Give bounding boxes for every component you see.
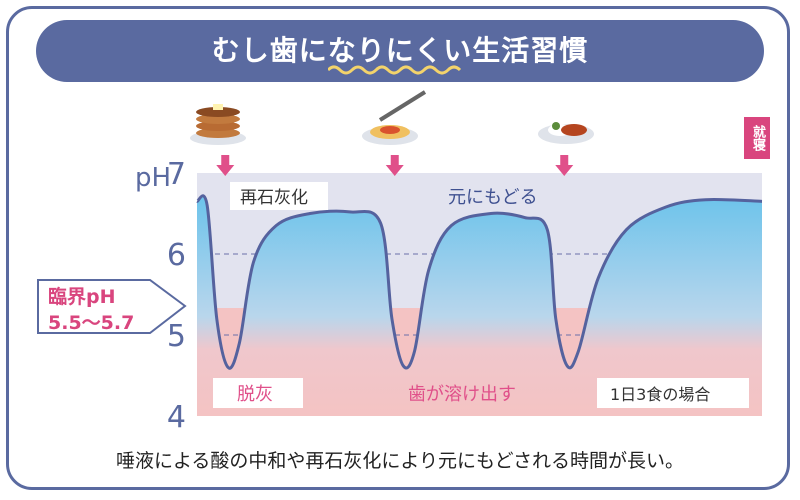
critical-ph-arrow <box>37 279 187 334</box>
remineralization-label-bg <box>230 182 328 210</box>
spaghetti-icon <box>362 90 427 145</box>
curry-plate-icon <box>538 122 594 144</box>
restore-label: 元にもどる <box>448 187 538 208</box>
meal-arrow <box>385 155 404 176</box>
y-tick-label: 6 <box>167 238 186 273</box>
sleep-badge: 就寝 <box>744 117 770 159</box>
meals-label-bg <box>597 378 749 408</box>
ph-area <box>197 195 762 416</box>
caption: 唾液による酸の中和や再石灰化により元にもどされる時間が長い。 <box>115 450 685 472</box>
meal-arrows <box>216 155 574 176</box>
remineralization-label: 再石灰化 <box>240 188 308 208</box>
meals-label: 1日3食の場合 <box>610 385 710 404</box>
dissolve-label: 歯が溶け出す <box>408 384 516 405</box>
critical-ph-title: 臨界pH <box>48 286 116 308</box>
title-underline-wave <box>328 65 462 75</box>
meal-arrow <box>216 155 235 176</box>
critical-ph-label: 臨界pH 5.5〜5.7 <box>48 284 134 336</box>
y-tick-label: 5 <box>167 319 186 354</box>
page-title: むし歯になりにくい生活習慣 <box>211 34 589 67</box>
y-tick-label: 7 <box>167 157 186 192</box>
critical-ph-range: 5.5〜5.7 <box>48 312 135 334</box>
y-axis: 7 6 5 4 <box>167 157 186 435</box>
meal-arrow <box>555 155 574 176</box>
demineralization-label: 脱灰 <box>237 384 273 405</box>
y-tick-label: 4 <box>167 400 186 435</box>
demineralization-label-bg <box>213 378 303 408</box>
ph-prefix: pH <box>135 163 171 193</box>
pancake-icon <box>190 104 246 145</box>
ph-curve <box>195 194 763 370</box>
